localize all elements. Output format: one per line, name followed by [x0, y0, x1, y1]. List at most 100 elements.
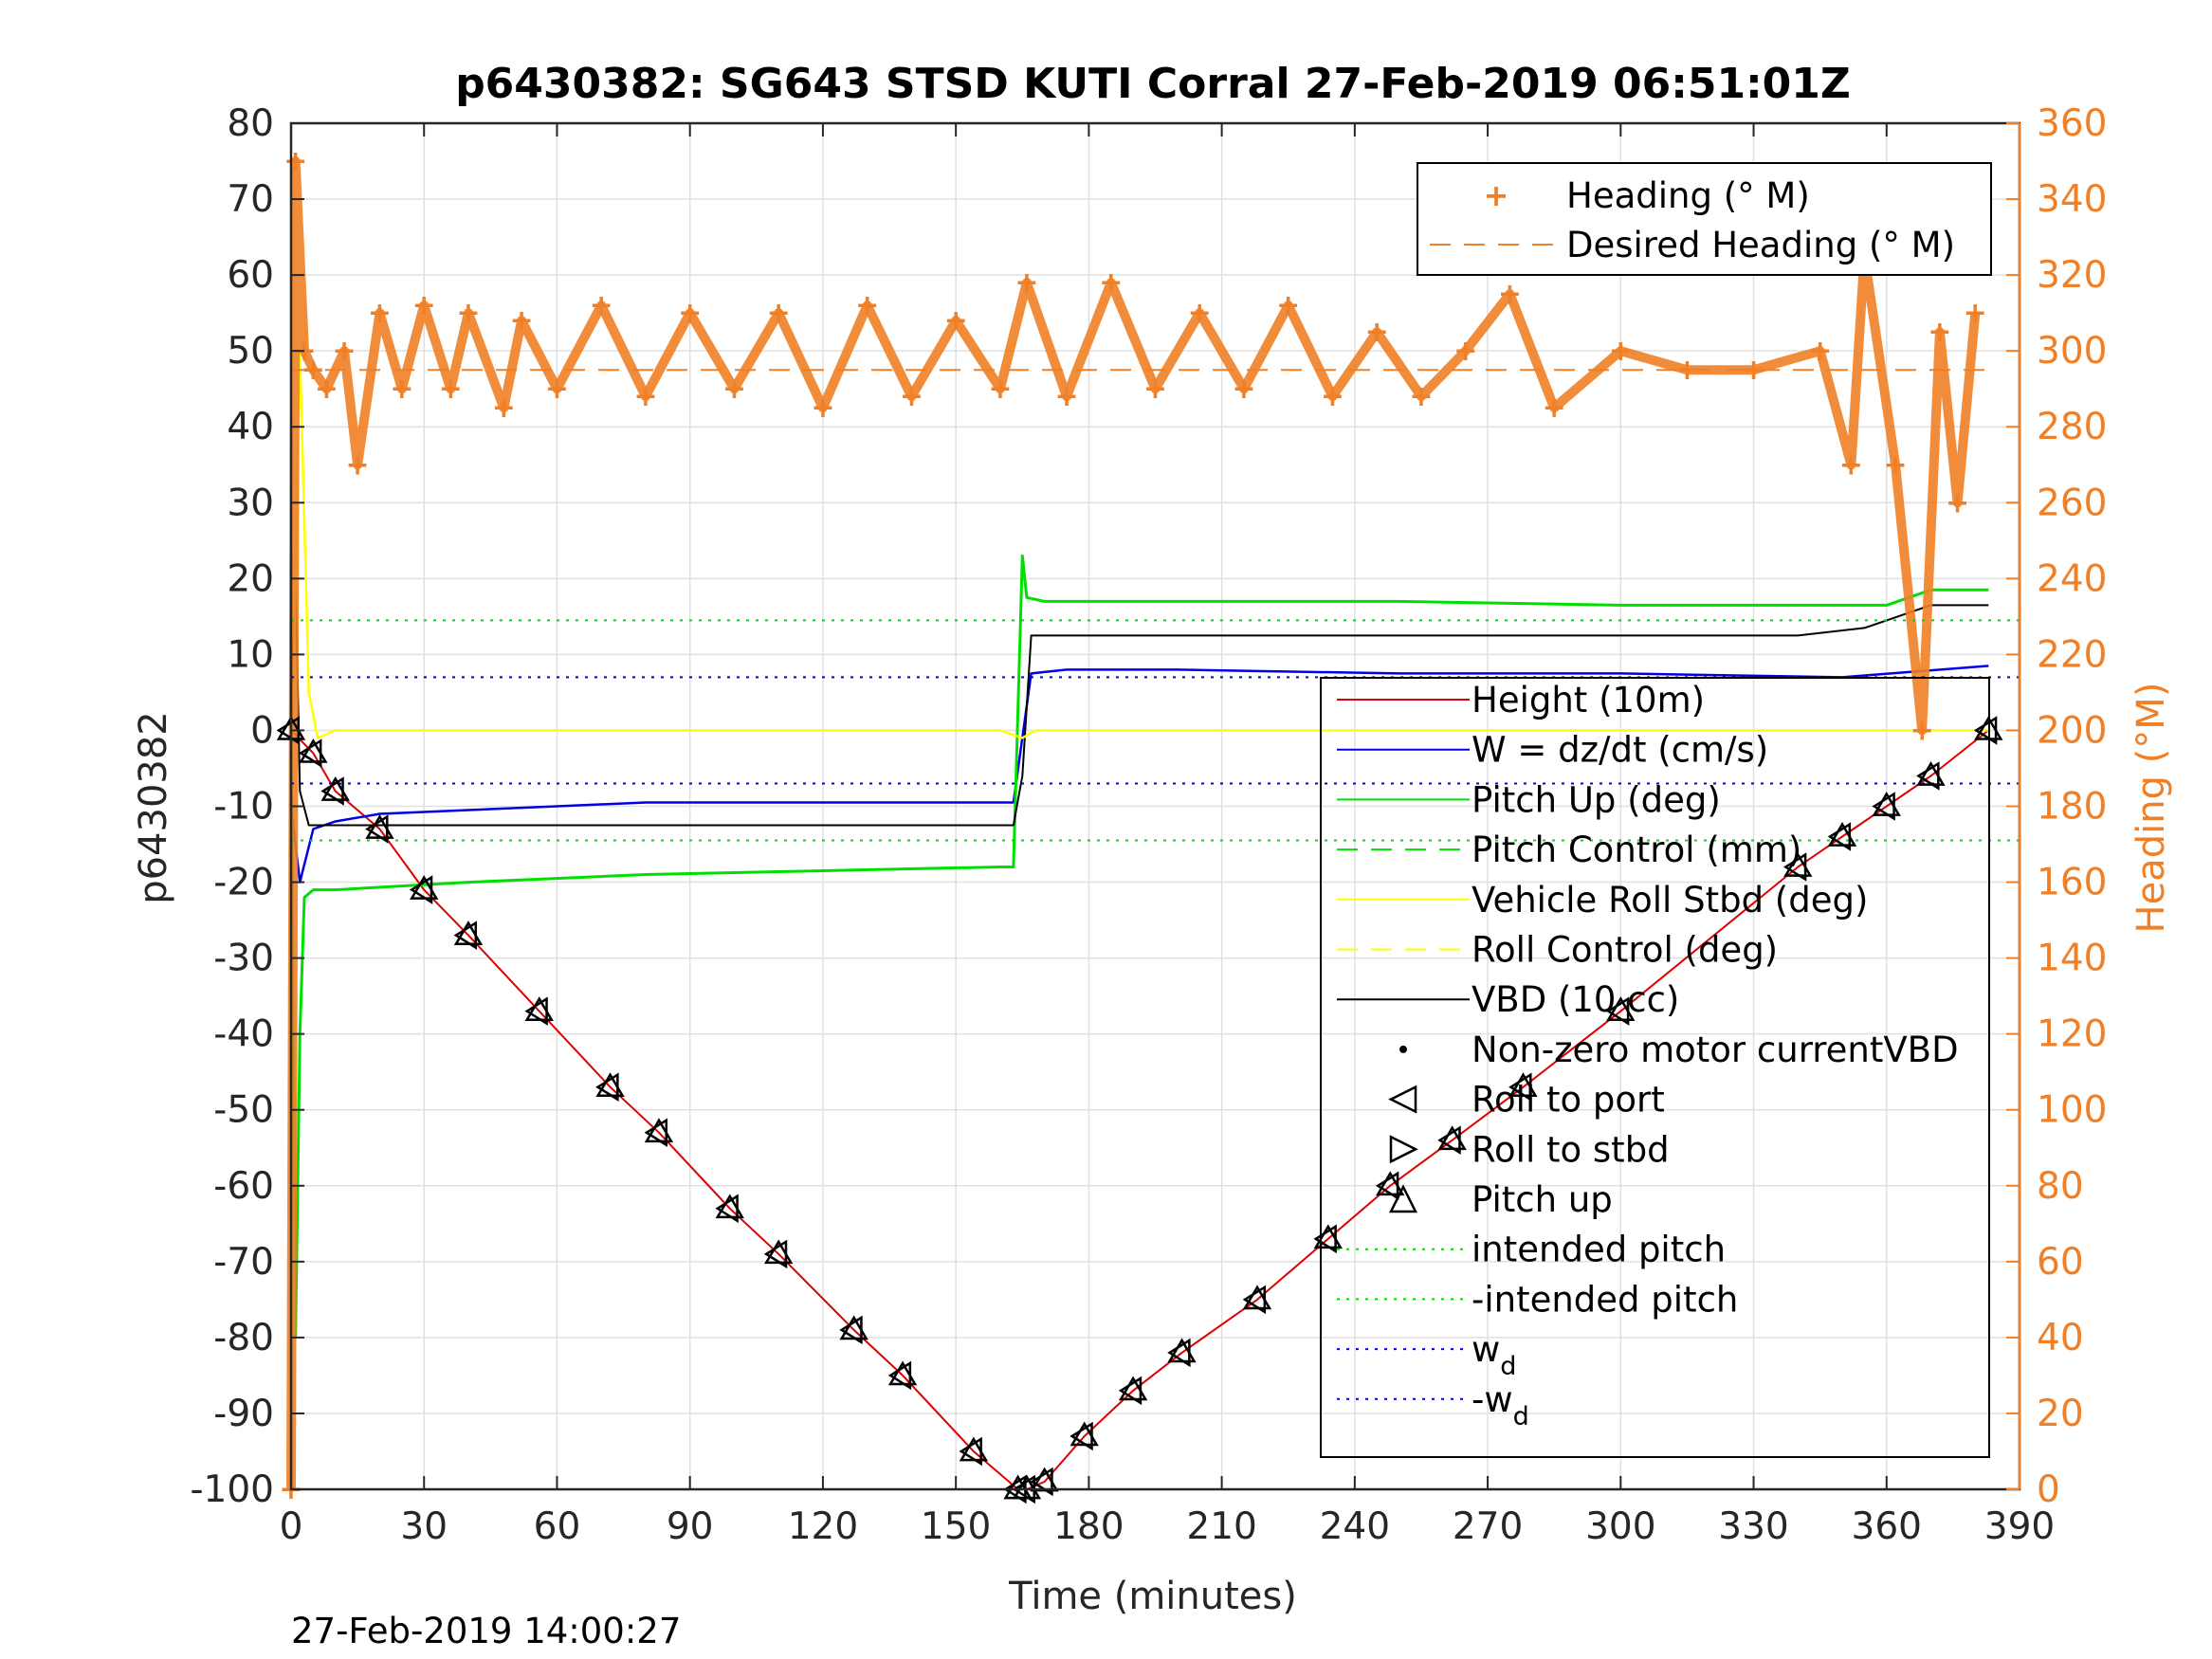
legend-main-label: Roll Control (deg): [1472, 930, 1778, 971]
legend-symbol-top-0: +: [1484, 177, 1509, 213]
chart-title: p6430382: SG643 STSD KUTI Corral 27-Feb-…: [455, 60, 1851, 108]
legend-main-box: [1320, 677, 1990, 1458]
legend-main-label: Non-zero motor currentVBD: [1472, 1030, 1959, 1070]
pitch-marker-24: [1508, 1072, 1538, 1098]
pitch-marker-18: [1118, 1376, 1148, 1401]
heading-point-13: +: [509, 304, 533, 337]
heading-point-33: +: [1365, 316, 1389, 349]
heading-point-21: +: [855, 289, 879, 322]
heading-point-44: +: [1884, 448, 1908, 482]
x-axis-label: Time (minutes): [1008, 1575, 1297, 1618]
heading-point-34: +: [1409, 380, 1433, 413]
y-tick-label: 40: [227, 406, 274, 448]
right-y-tick-label: 0: [2037, 1468, 2060, 1511]
y-tick-label: -10: [213, 786, 274, 829]
heading-point-39: +: [1675, 354, 1699, 387]
right-y-tick-label: 260: [2037, 482, 2107, 524]
heading-point-23: +: [944, 304, 968, 337]
x-tick-label: 90: [667, 1505, 714, 1548]
right-y-tick-label: 240: [2037, 557, 2107, 600]
markers-layer: + + + + + + + + + + + + + + + + + + + + + + + + + + + + + + + + + + + + + + + +…: [276, 145, 2003, 1506]
right-y-tick-label: 100: [2037, 1089, 2107, 1132]
heading-point-19: +: [767, 297, 791, 330]
legend-main-label: Pitch Control (mm): [1472, 830, 1801, 870]
legend-main-label: -intended pitch: [1472, 1279, 1738, 1320]
pitch-marker-26: [1783, 852, 1813, 877]
legend-heading: + Heading (° M) Desired Heading (° M): [1417, 162, 1992, 276]
heading-point-12: +: [492, 392, 516, 425]
pitch-marker-23: [1437, 1125, 1467, 1151]
heading-point-31: +: [1276, 289, 1300, 322]
y-tick-label: -40: [213, 1013, 274, 1056]
pitch-marker-25: [1606, 996, 1636, 1021]
pitch-marker-12: [887, 1360, 918, 1386]
heading-point-5: +: [333, 335, 356, 368]
right-y-tick-label: 180: [2037, 786, 2107, 829]
heading-point-29: +: [1188, 297, 1212, 330]
legend-main-label: Height (10m): [1472, 680, 1705, 720]
legend-main-label: Pitch Up (deg): [1472, 779, 1721, 820]
heading-point-47: +: [1946, 486, 1969, 520]
legend-main-subscript: d: [1500, 1352, 1516, 1381]
legend-symbol-main-10: [1388, 1184, 1418, 1213]
series-line-4: [289, 349, 1989, 807]
legend-main-label: Vehicle Roll Stbd (deg): [1472, 880, 1868, 921]
heading-point-45: +: [1910, 714, 1934, 747]
x-tick-label: 120: [788, 1505, 858, 1548]
right-y-tick-label: 320: [2037, 254, 2107, 297]
pitch-marker-22: [1376, 1171, 1405, 1196]
y-tick-label: -100: [190, 1468, 274, 1511]
heading-point-18: +: [722, 373, 746, 406]
x-tick-label: 30: [400, 1505, 448, 1548]
heading-point-36: +: [1498, 278, 1522, 311]
heading-point-20: +: [811, 392, 834, 425]
pitch-marker-3: [365, 814, 394, 839]
x-tick-label: 360: [1852, 1505, 1922, 1548]
heading-point-42: +: [1839, 448, 1863, 482]
heading-point-17: +: [678, 297, 702, 330]
y-tick-label: -60: [213, 1165, 274, 1208]
legend-symbol-main-9: [1389, 1135, 1418, 1164]
series-line-5: [286, 156, 1981, 1490]
series-line-3: [290, 577, 1989, 827]
y-tick-label: 50: [227, 330, 274, 373]
pitch-marker-20: [1242, 1285, 1272, 1310]
right-y-axis-ticks: 3603403203002802602402202001801601401201…: [2006, 102, 2107, 1511]
y-tick-label: 10: [227, 633, 274, 676]
heading-point-27: +: [1099, 266, 1123, 300]
heading-point-7: +: [368, 297, 392, 330]
x-tick-label: 60: [534, 1505, 581, 1548]
legend-heading-label: Desired Heading (° M): [1566, 225, 1955, 265]
y-tick-label: 20: [227, 557, 274, 600]
heading-point-10: +: [439, 373, 463, 406]
x-tick-label: 240: [1320, 1505, 1390, 1548]
heading-point-37: +: [1543, 392, 1566, 425]
right-y-tick-label: 360: [2037, 102, 2107, 145]
right-y-tick-label: 300: [2037, 330, 2107, 373]
heading-point-26: +: [1054, 380, 1078, 413]
heading-point-38: +: [1609, 335, 1633, 368]
x-tick-label: 270: [1453, 1505, 1523, 1548]
y-tick-label: -80: [213, 1317, 274, 1359]
legend-main-label: Roll to port: [1472, 1080, 1665, 1121]
pitch-marker-1: [299, 738, 328, 763]
legend-heading-label: Heading (° M): [1566, 175, 1810, 216]
heading-point-46: +: [1928, 316, 1951, 349]
right-y-tick-label: 280: [2037, 406, 2107, 448]
heading-point-14: +: [545, 373, 569, 406]
right-y-tick-label: 80: [2037, 1165, 2084, 1208]
pitch-marker-28: [1872, 792, 1901, 816]
right-y-axis-label: Heading (°M): [2130, 683, 2173, 934]
heading-point-4: +: [315, 373, 338, 406]
heading-point-15: +: [590, 289, 613, 322]
legend-main-label: W = dz/dt (cm/s): [1472, 730, 1768, 771]
pitch-marker-2: [320, 776, 350, 801]
x-tick-label: 0: [280, 1505, 303, 1548]
pitch-marker-27: [1827, 822, 1857, 847]
legend-main-label: intended pitch: [1472, 1230, 1726, 1270]
series-line-2: [289, 554, 1989, 1340]
heading-point-40: +: [1742, 354, 1765, 387]
right-y-tick-label: 200: [2037, 709, 2107, 752]
pitch-marker-4: [410, 875, 439, 900]
heading-point-28: +: [1143, 373, 1167, 406]
